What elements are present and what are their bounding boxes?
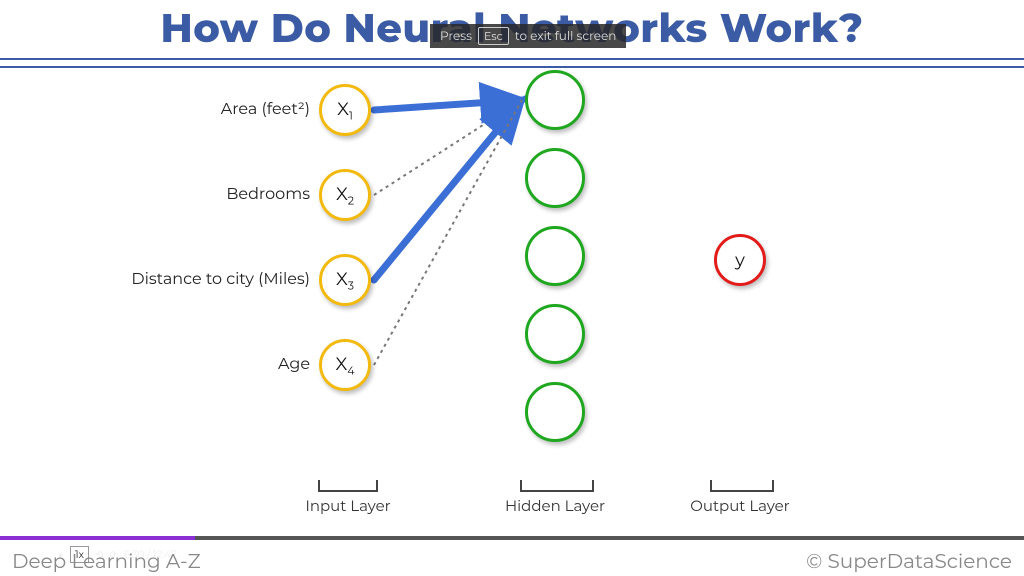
input-label-4: Age	[120, 355, 310, 374]
input-node-text: X4	[335, 353, 354, 378]
hidden-node-5	[525, 382, 585, 442]
input-node-text: X2	[336, 183, 354, 208]
input-node-2: X2	[319, 169, 371, 221]
progress-fill	[0, 536, 195, 540]
input-layer-label: Input Layer	[300, 496, 396, 515]
output-node: y	[714, 234, 766, 286]
hidden-node-1	[525, 70, 585, 130]
input-node-4: X4	[319, 339, 371, 391]
divider-bottom	[0, 66, 1024, 68]
input-node-1: X1	[319, 84, 371, 136]
footer-left: Deep Learning A-Z	[12, 550, 201, 574]
divider-top	[0, 58, 1024, 60]
output-node-text: y	[735, 249, 745, 271]
output-layer-label: Output Layer	[690, 496, 790, 515]
hidden-node-2	[525, 148, 585, 208]
hint-post: to exit full screen	[515, 29, 617, 44]
input-label-3: Distance to city (Miles)	[120, 270, 310, 289]
hidden-node-3	[525, 226, 585, 286]
hidden-layer-label: Hidden Layer	[500, 496, 610, 515]
footer-right: © SuperDataScience	[806, 550, 1012, 574]
input-bracket	[318, 480, 378, 492]
output-bracket	[710, 480, 774, 492]
hint-pre: Press	[440, 29, 472, 44]
input-node-text: X1	[337, 98, 353, 123]
input-label-2: Bedrooms	[120, 185, 310, 204]
input-label-1: Area (feet²)	[120, 100, 310, 119]
hidden-bracket	[520, 480, 594, 492]
fullscreen-hint: Press Esc to exit full screen	[430, 24, 626, 48]
hidden-node-4	[525, 304, 585, 364]
input-node-3: X3	[319, 254, 371, 306]
input-node-text: X3	[336, 268, 354, 293]
esc-key-icon: Esc	[478, 27, 509, 45]
